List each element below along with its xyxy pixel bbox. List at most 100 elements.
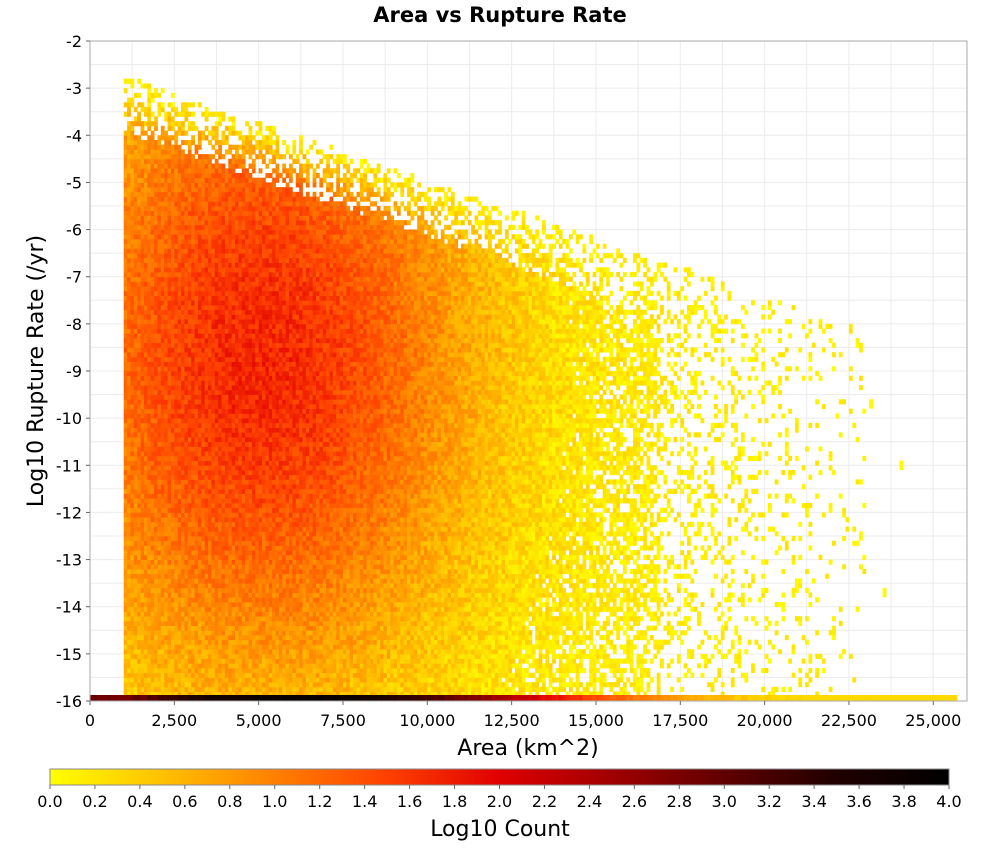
heatmap-cell <box>137 277 141 282</box>
heatmap-cell <box>201 527 205 532</box>
heatmap-cell <box>171 182 175 187</box>
heatmap-cell <box>215 437 219 442</box>
heatmap-cell <box>151 296 155 301</box>
heatmap-cell <box>208 187 212 192</box>
heatmap-cell <box>157 461 161 466</box>
heatmap-cell <box>178 611 182 616</box>
heatmap-cell <box>215 225 219 230</box>
heatmap-cell <box>184 512 188 517</box>
heatmap-cell <box>245 145 249 150</box>
heatmap-cell <box>154 329 158 334</box>
heatmap-cell <box>127 79 131 84</box>
heatmap-cell <box>178 531 182 536</box>
heatmap-cell <box>144 362 148 367</box>
heatmap-cell <box>191 159 195 164</box>
heatmap-cell <box>191 517 195 522</box>
heatmap-cell <box>161 357 165 362</box>
heatmap-cell <box>191 272 195 277</box>
heatmap-cell <box>154 239 158 244</box>
heatmap-cell <box>191 423 195 428</box>
heatmap-cell <box>249 531 253 536</box>
heatmap-cell <box>198 376 202 381</box>
heatmap-cell <box>188 362 192 367</box>
heatmap-cell <box>168 230 172 235</box>
heatmap-cell <box>181 399 185 404</box>
heatmap-cell <box>232 310 236 315</box>
heatmap-cell <box>147 470 151 475</box>
heatmap-cell <box>201 616 205 621</box>
heatmap-cell <box>215 168 219 173</box>
heatmap-cell <box>211 371 215 376</box>
heatmap-cell <box>198 413 202 418</box>
heatmap-cell <box>124 281 128 286</box>
heatmap-cell <box>154 593 158 598</box>
heatmap-cell <box>168 366 172 371</box>
heatmap-cell <box>235 211 239 216</box>
heatmap-cell <box>218 597 222 602</box>
heatmap-cell <box>235 541 239 546</box>
heatmap-cell <box>259 644 263 649</box>
heatmap-cell <box>215 253 219 258</box>
heatmap-cell <box>232 555 236 560</box>
heatmap-cell <box>184 494 188 499</box>
heatmap-cell <box>127 281 131 286</box>
heatmap-cell <box>215 159 219 164</box>
heatmap-cell <box>195 178 199 183</box>
heatmap-cell <box>201 168 205 173</box>
heatmap-cell <box>147 149 151 154</box>
heatmap-cell <box>127 677 131 682</box>
heatmap-cell <box>195 437 199 442</box>
heatmap-cell <box>201 178 205 183</box>
heatmap-cell <box>127 286 131 291</box>
heatmap-cell <box>178 145 182 150</box>
heatmap-cell <box>191 277 195 282</box>
heatmap-cell <box>255 456 259 461</box>
heatmap-cell <box>259 465 263 470</box>
heatmap-cell <box>205 324 209 329</box>
heatmap-cell <box>157 630 161 635</box>
heatmap-cell <box>191 220 195 225</box>
heatmap-cell <box>164 560 168 565</box>
heatmap-cell <box>174 395 178 400</box>
heatmap-cell <box>255 178 259 183</box>
heatmap-cell <box>198 248 202 253</box>
heatmap-cell <box>151 630 155 635</box>
heatmap-cell <box>211 423 215 428</box>
heatmap-cell <box>127 574 131 579</box>
heatmap-cell <box>134 536 138 541</box>
heatmap-cell <box>245 527 249 532</box>
heatmap-cell <box>228 456 232 461</box>
heatmap-cell <box>245 654 249 659</box>
heatmap-cell <box>228 149 232 154</box>
heatmap-cell <box>124 178 128 183</box>
heatmap-cell <box>161 314 165 319</box>
heatmap-cell <box>184 564 188 569</box>
heatmap-cell <box>211 300 215 305</box>
heatmap-cell <box>157 517 161 522</box>
heatmap-cell <box>127 206 131 211</box>
heatmap-cell <box>124 135 128 140</box>
heatmap-cell <box>137 574 141 579</box>
heatmap-cell <box>124 677 128 682</box>
heatmap-cell <box>215 423 219 428</box>
heatmap-cell <box>181 451 185 456</box>
heatmap-cell <box>211 366 215 371</box>
heatmap-cell <box>205 635 209 640</box>
heatmap-cell <box>130 310 134 315</box>
heatmap-cell <box>238 366 242 371</box>
heatmap-cell <box>218 380 222 385</box>
heatmap-cell <box>259 494 263 499</box>
heatmap-cell <box>259 357 263 362</box>
heatmap-cell <box>245 343 249 348</box>
heatmap-cell <box>208 173 212 178</box>
heatmap-cell <box>164 215 168 220</box>
heatmap-cell <box>157 187 161 192</box>
heatmap-cell <box>195 517 199 522</box>
heatmap-cell <box>245 192 249 197</box>
heatmap-cell <box>208 168 212 173</box>
heatmap-cell <box>127 413 131 418</box>
heatmap-cell <box>211 555 215 560</box>
heatmap-cell <box>181 102 185 107</box>
heatmap-cell <box>130 461 134 466</box>
heatmap-cell <box>157 305 161 310</box>
